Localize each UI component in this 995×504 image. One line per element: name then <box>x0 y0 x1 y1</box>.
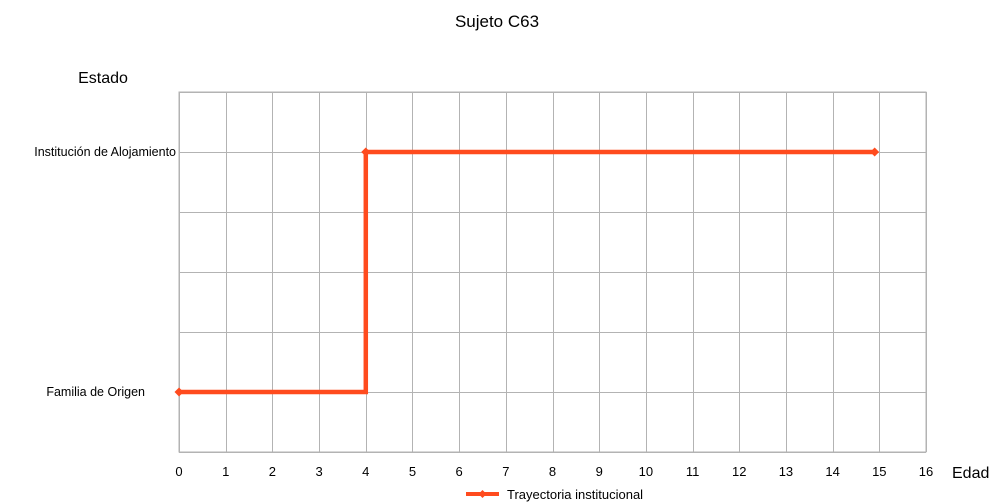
y-category-label: Familia de Origen <box>46 385 145 399</box>
x-tick-label: 5 <box>409 464 416 479</box>
x-tick-label: 15 <box>872 464 886 479</box>
x-tick-label: 1 <box>222 464 229 479</box>
x-tick-label: 0 <box>175 464 182 479</box>
x-tick-label: 13 <box>779 464 793 479</box>
x-tick-label: 6 <box>456 464 463 479</box>
x-axis-title: Edad <box>952 465 989 482</box>
legend-label: Trayectoria institucional <box>507 487 643 502</box>
series-line <box>179 149 875 395</box>
x-tick-label: 8 <box>549 464 556 479</box>
chart-title: Sujeto C63 <box>455 12 539 31</box>
x-tick-label: 16 <box>919 464 933 479</box>
series-marker <box>870 147 880 157</box>
x-tick-labels: 0 1 2 3 4 5 6 7 8 9 10 11 12 13 14 15 16 <box>175 464 933 479</box>
grid <box>178 91 927 453</box>
x-tick-label: 12 <box>732 464 746 479</box>
legend-swatch-marker <box>478 490 487 498</box>
x-tick-label: 3 <box>315 464 322 479</box>
x-tick-label: 4 <box>362 464 369 479</box>
series-marker <box>174 387 184 397</box>
y-axis-title: Estado <box>78 70 128 87</box>
x-tick-label: 7 <box>502 464 509 479</box>
series-marker <box>361 147 371 157</box>
x-tick-label: 14 <box>825 464 839 479</box>
y-category-labels: Familia de Origen Institución de Alojamie… <box>34 145 176 399</box>
x-tick-label: 9 <box>596 464 603 479</box>
x-tick-label: 2 <box>269 464 276 479</box>
x-tick-label: 10 <box>639 464 653 479</box>
series-layer <box>174 147 880 397</box>
x-tick-label: 11 <box>686 464 700 479</box>
y-category-label: Institución de Alojamiento <box>34 145 176 159</box>
legend: Trayectoria institucional <box>466 487 643 502</box>
